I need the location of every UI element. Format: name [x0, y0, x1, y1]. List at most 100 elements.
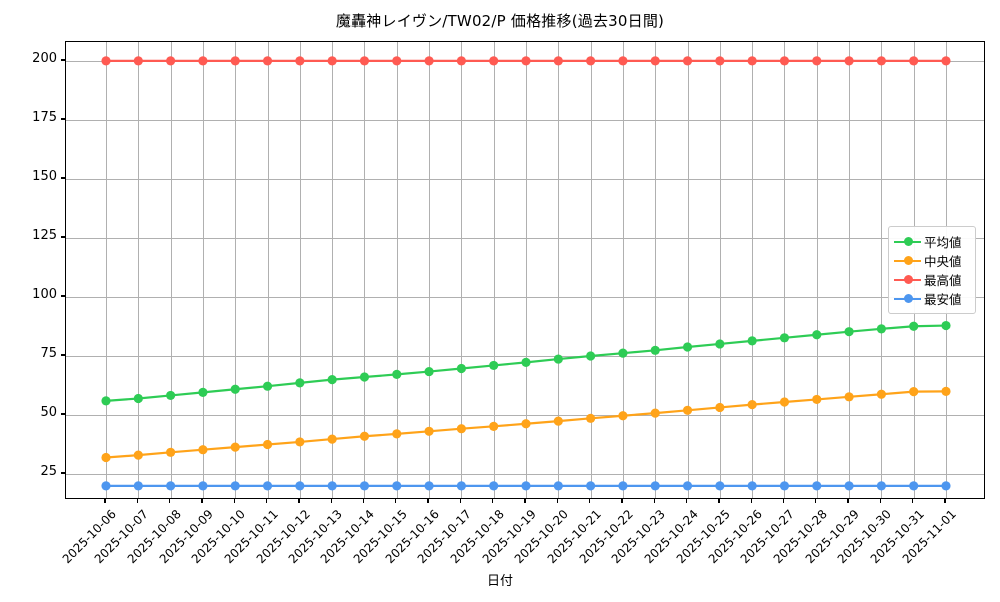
data-point — [650, 408, 660, 418]
data-point — [715, 339, 725, 349]
data-point — [553, 416, 563, 426]
data-point — [586, 481, 596, 491]
data-point — [101, 481, 111, 491]
gridline-vertical — [590, 42, 592, 498]
data-point — [166, 56, 176, 66]
data-point — [618, 348, 628, 358]
data-point — [133, 481, 143, 491]
legend-item-2[interactable]: 中央値 — [894, 251, 970, 270]
data-point — [327, 434, 337, 444]
data-point — [876, 481, 886, 491]
data-point — [682, 56, 693, 66]
x-tick-mark — [815, 499, 817, 503]
gridline-vertical — [429, 42, 431, 498]
gridline-vertical — [396, 42, 398, 498]
x-tick-mark — [427, 499, 429, 503]
legend-label: 最高値 — [924, 273, 962, 288]
data-point — [521, 357, 531, 367]
data-point — [424, 366, 434, 377]
legend-marker-icon — [894, 292, 921, 306]
gridline-horizontal — [66, 237, 984, 239]
gridline-vertical — [170, 42, 172, 498]
gridline-horizontal — [66, 296, 984, 298]
data-point — [198, 445, 208, 455]
data-point — [876, 56, 886, 66]
data-point — [456, 56, 466, 66]
data-point — [101, 452, 111, 463]
data-point — [166, 447, 176, 457]
y-tick-mark — [61, 295, 65, 297]
y-tick-label: 150 — [32, 168, 57, 184]
data-point — [392, 429, 402, 439]
data-point — [262, 439, 273, 450]
y-tick-label: 200 — [32, 50, 57, 66]
data-point — [489, 481, 499, 491]
x-tick-mark — [201, 499, 203, 503]
x-tick-mark — [556, 499, 558, 503]
gridline-vertical — [332, 42, 334, 498]
x-tick-mark — [265, 499, 268, 503]
data-point — [941, 481, 951, 491]
data-point — [521, 419, 531, 429]
gridline-vertical — [461, 42, 463, 498]
legend-label: 最安値 — [924, 292, 962, 307]
data-point — [876, 389, 886, 399]
x-tick-mark — [879, 499, 882, 503]
data-point — [424, 426, 434, 436]
x-tick-mark — [653, 499, 655, 503]
data-point — [779, 333, 790, 343]
legend-item-3[interactable]: 最高値 — [894, 270, 970, 289]
gridline-vertical — [299, 42, 301, 498]
data-point — [586, 413, 596, 423]
data-point — [715, 402, 725, 413]
gridline-vertical — [202, 42, 204, 498]
gridline-vertical — [784, 42, 786, 498]
data-point — [715, 56, 725, 66]
x-tick-mark — [944, 499, 946, 503]
data-point — [553, 481, 563, 491]
data-point — [262, 56, 273, 66]
data-point — [392, 369, 402, 379]
chart-legend: 平均値 中央値最高値最安値 — [888, 226, 976, 314]
data-point — [747, 336, 757, 346]
data-point — [812, 394, 822, 405]
gridline-vertical — [719, 42, 721, 498]
data-point — [359, 372, 370, 382]
data-point — [230, 56, 240, 66]
y-tick-mark — [61, 472, 65, 474]
data-point — [553, 354, 563, 364]
data-point — [682, 405, 693, 415]
legend-marker-icon — [894, 235, 921, 249]
series-1 — [101, 320, 951, 406]
x-tick-mark — [362, 499, 365, 503]
data-point — [844, 327, 854, 337]
data-point — [424, 56, 434, 66]
x-tick-mark — [233, 499, 235, 503]
data-point — [133, 393, 143, 404]
data-point — [650, 481, 660, 491]
data-point — [392, 481, 402, 491]
y-tick-mark — [61, 413, 65, 415]
data-point — [844, 56, 854, 66]
data-point — [779, 481, 790, 491]
data-point — [456, 481, 466, 491]
data-point — [941, 56, 951, 66]
data-point — [650, 56, 660, 66]
data-point — [230, 384, 240, 394]
data-point — [779, 397, 790, 407]
data-point — [295, 378, 305, 388]
data-point — [844, 392, 854, 402]
x-tick-mark — [621, 499, 623, 503]
data-point — [327, 56, 337, 66]
x-tick-mark — [718, 499, 720, 503]
y-tick-mark — [61, 177, 65, 179]
gridline-vertical — [816, 42, 818, 498]
data-point — [133, 56, 143, 66]
y-tick-mark — [61, 354, 65, 356]
legend-item-1[interactable]: 平均値 — [894, 232, 970, 251]
data-point — [812, 330, 822, 340]
data-point — [682, 342, 693, 352]
data-point — [489, 360, 499, 371]
legend-item-4[interactable]: 最安値 — [894, 289, 970, 308]
